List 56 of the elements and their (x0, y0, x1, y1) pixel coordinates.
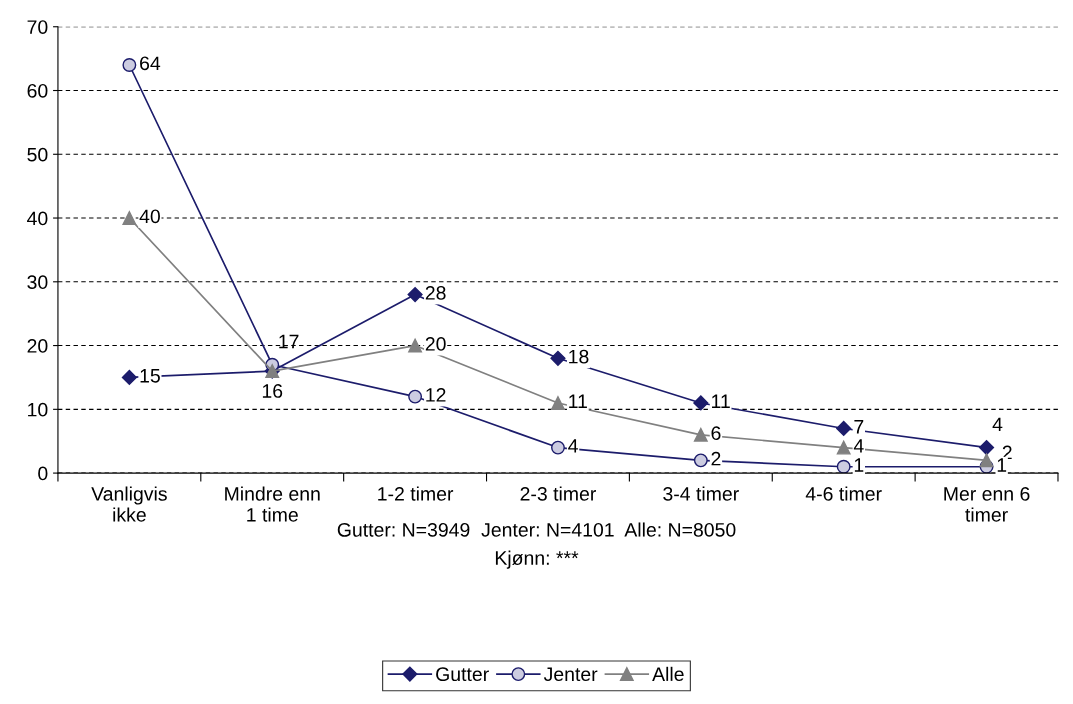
x-tick-label: 2-3 timer (520, 486, 596, 501)
x-tick-label: Vanligvis ikke (91, 486, 167, 522)
y-tick-label: 50 (27, 147, 48, 162)
point (550, 350, 566, 366)
data-label: 11 (569, 394, 587, 408)
point (836, 440, 851, 455)
y-tick-label: 40 (27, 211, 48, 226)
point (836, 459, 851, 474)
legend-label: Alle (652, 666, 684, 682)
point (408, 338, 423, 353)
data-label: 17 (279, 334, 299, 349)
x-tick-label: 4-6 timer (805, 486, 882, 501)
data-label: 2 (711, 451, 721, 466)
y-tick-label: 70 (27, 20, 48, 34)
data-label: 64 (140, 56, 161, 71)
y-tick-label: 20 (27, 339, 48, 353)
data-label: 1 (997, 458, 1007, 472)
legend-label: Gutter (436, 667, 489, 682)
data-label: 15 (140, 369, 160, 383)
data-label: 4 (853, 439, 864, 453)
point (121, 369, 137, 386)
data-label: 40 (139, 209, 160, 224)
x-tick-label: 1-2 timer (378, 486, 454, 501)
data-label: 11 (712, 394, 730, 408)
point (693, 395, 709, 411)
point (978, 440, 995, 456)
x-tick-label: Mer enn 6 timer (944, 486, 1030, 522)
y-tick-label: 10 (28, 402, 48, 417)
text: Gutter: N=3949 Jenter: N=4101 Alle: N=8050 (337, 522, 736, 537)
y-tick-label: 0 (38, 466, 48, 481)
point (693, 427, 708, 442)
point (551, 440, 565, 455)
y-tick-label: 30 (27, 275, 48, 290)
point (693, 453, 708, 468)
point (551, 396, 565, 410)
data-label: 4 (992, 417, 1003, 432)
data-label: 16 (262, 384, 283, 398)
data-label: 12 (426, 388, 446, 402)
y-tick-label: 60 (27, 83, 48, 98)
data-label: 7 (854, 420, 864, 434)
x-tick-label: 3-4 timer (663, 486, 739, 501)
legend-label: Jenter (543, 667, 598, 682)
point (836, 420, 852, 437)
point (979, 453, 994, 468)
data-label: 28 (425, 286, 446, 300)
data-label: 20 (425, 337, 446, 351)
point (408, 389, 423, 404)
text: Kjønn: *** (495, 550, 579, 569)
point (407, 286, 423, 303)
data-label: 4 (568, 439, 578, 453)
point (122, 58, 137, 72)
point (122, 211, 137, 225)
data-label: 18 (569, 349, 589, 364)
x-tick-label: Mindre enn 1 time (225, 486, 320, 522)
data-label: 6 (711, 426, 721, 441)
data-label: 1 (854, 458, 864, 472)
